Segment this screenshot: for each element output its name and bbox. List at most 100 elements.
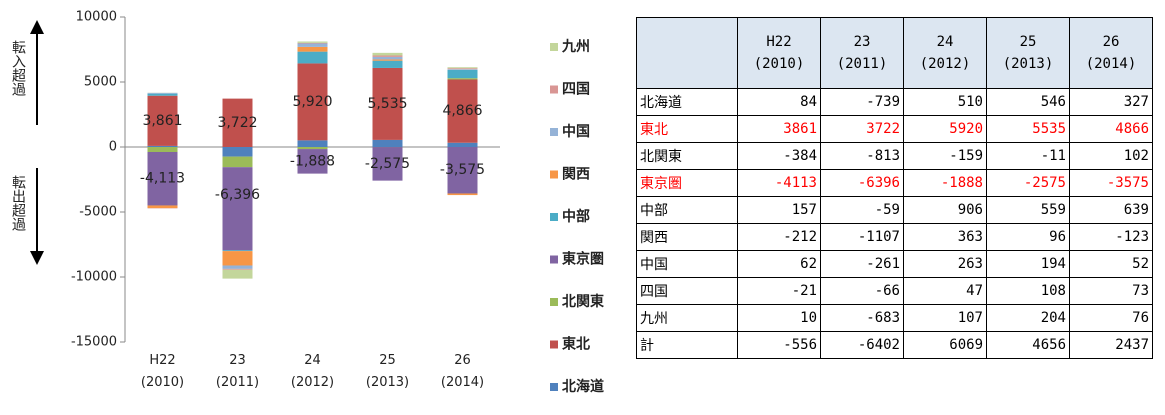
x-tick-label: 25 (2013) [366,353,409,390]
bar-segment [222,251,253,266]
table-cell: -4113 [737,169,821,197]
legend-swatch [550,255,558,264]
bar-segment [447,68,478,70]
table-cell: 5920 [903,115,987,143]
bar-segment [297,41,328,43]
table-cell: 108 [986,277,1070,305]
legend-label: 北海道 [562,378,604,395]
table-cell: 906 [903,196,987,224]
bar-segment [297,140,328,147]
table-cell: 5535 [986,115,1070,143]
table-cell: 639 [1069,196,1153,224]
bar-segment [372,139,403,147]
bar-segment [147,205,178,209]
bar-segment [447,78,478,80]
table-cell: 2437 [1069,331,1153,359]
table-cell: H22 (2010) [737,17,821,89]
table-row: 東北 3861 3722 5920 5535 4866 [636,115,1153,143]
legend-label: 中国 [562,123,590,140]
table-cell: 計 [636,331,738,359]
legend-swatch [550,128,558,136]
legend-swatch [550,340,558,349]
table-cell: -6396 [820,169,904,197]
x-tick-label: 23 (2011) [216,353,259,390]
table-cell: 25 (2013) [986,17,1070,89]
bar-segment [447,142,478,147]
bar-segment [297,43,328,47]
table-row: 関西 -212 -1107 363 96 -123 [636,223,1153,251]
legend-swatch [550,298,558,306]
legend-label: 北関東 [562,293,604,310]
bar-segment [297,63,328,141]
table-cell: 23 (2011) [820,17,904,89]
y-tick-label: -10000 [71,270,117,285]
table-cell: 96 [986,223,1070,251]
annotation: 転入超過 [10,40,26,97]
table-row: 北海道 84 -739 510 546 327 [636,88,1153,116]
bar-segment [222,265,253,269]
x-tick-label: 26 (2014) [441,353,484,390]
table-cell: 北関東 [636,142,738,170]
table-cell: 204 [986,304,1070,332]
table-cell: 47 [903,277,987,305]
table-cell: 4656 [986,331,1070,359]
table-cell: 107 [903,304,987,332]
table-cell: -123 [1069,223,1153,251]
annotation: 転出超過 [10,175,26,232]
table-row: 四国 -21 -66 47 108 73 [636,277,1153,305]
table-cell: 10 [737,304,821,332]
data-label: -4,113 [140,171,185,187]
y-tick-label: 0 [109,140,117,155]
table-cell: 九州 [636,304,738,332]
y-tick-label: -5000 [79,205,117,220]
table-cell: 26 (2014) [1069,17,1153,89]
data-label: -3,575 [440,162,485,178]
table-cell: 84 [737,88,821,116]
legend-label: 九州 [561,39,590,55]
table-cell: -11 [986,142,1070,170]
bar-segment [372,67,403,140]
table-cell: -1107 [820,223,904,251]
table-cell: 157 [737,196,821,224]
table-cell: 北海道 [636,88,738,116]
table-cell: 52 [1069,250,1153,278]
table-cell: -739 [820,88,904,116]
data-label: 5,920 [292,94,332,110]
table-cell: 東北 [636,115,738,143]
table-cell: 62 [737,250,821,278]
data-label: 5,535 [367,96,407,112]
bar-segment [222,167,253,251]
bar-segment [372,52,403,56]
table-cell: -3575 [1069,169,1153,197]
bar-segment [147,145,178,147]
bar-segment [447,69,478,70]
table-cell: 4866 [1069,115,1153,143]
x-tick-label: 24 (2012) [291,353,334,390]
table-cell: 263 [903,250,987,278]
table-cell: 102 [1069,142,1153,170]
bar-segment [372,55,403,57]
table-cell: -2575 [986,169,1070,197]
legend-label: 東京圏 [562,251,604,268]
legend-swatch [550,85,558,94]
table-cell: -813 [820,142,904,170]
table-header: H22 (2010) 23 (2011) 24 (2012) 25 (2013) 26 … [636,17,1153,89]
bar-segment [147,93,178,96]
bar-segment [372,60,403,68]
table-cell: -384 [737,142,821,170]
legend-label: 東北 [562,336,590,353]
bar-segment [447,69,478,79]
table-cell: -59 [820,196,904,224]
y-tick-label: 5000 [84,75,117,90]
table-cell: 194 [986,250,1070,278]
legend-swatch [550,170,558,179]
data-label: -2,575 [365,156,410,172]
table-cell: -556 [737,331,821,359]
bar-segment [372,147,403,181]
data-label: 3,861 [142,113,182,129]
table-row: 中国 62 -261 263 194 52 [636,250,1153,278]
bar-segment [147,147,178,152]
legend-swatch [550,383,558,391]
table-cell: -159 [903,142,987,170]
